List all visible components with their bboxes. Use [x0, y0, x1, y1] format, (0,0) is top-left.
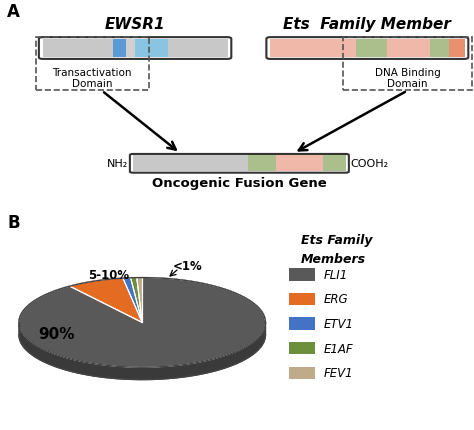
Text: FEV1: FEV1 — [323, 366, 353, 379]
Text: Members: Members — [301, 252, 366, 265]
Bar — [289, 318, 315, 330]
Text: E1AF: E1AF — [323, 342, 353, 355]
Text: NH₂: NH₂ — [107, 159, 128, 169]
Bar — [126, 40, 135, 58]
Text: 90%: 90% — [38, 326, 75, 341]
Bar — [289, 269, 315, 281]
Polygon shape — [123, 278, 142, 322]
Polygon shape — [137, 278, 142, 322]
Bar — [133, 156, 248, 172]
Bar — [276, 156, 322, 172]
Polygon shape — [19, 278, 265, 367]
Bar — [113, 40, 126, 58]
Bar — [387, 40, 429, 58]
Text: ERG: ERG — [323, 293, 348, 306]
Polygon shape — [70, 279, 142, 322]
Bar — [43, 40, 113, 58]
Text: Ets  Family Member: Ets Family Member — [283, 17, 451, 32]
Text: <1%: <1% — [173, 259, 202, 272]
Text: COOH₂: COOH₂ — [351, 159, 389, 169]
Text: Oncogenic Fusion Gene: Oncogenic Fusion Gene — [152, 177, 327, 190]
Bar — [289, 342, 315, 355]
Text: A: A — [7, 3, 20, 21]
Polygon shape — [19, 323, 265, 380]
Bar — [135, 40, 168, 58]
Text: ETV1: ETV1 — [323, 317, 353, 330]
Text: EWSR1: EWSR1 — [105, 17, 165, 32]
Bar — [168, 40, 228, 58]
Bar — [289, 367, 315, 379]
Bar — [429, 40, 449, 58]
Bar — [270, 40, 356, 58]
Text: Ets Family: Ets Family — [301, 233, 373, 246]
Text: Transactivation
Domain: Transactivation Domain — [53, 68, 132, 89]
Text: 5-10%: 5-10% — [89, 268, 129, 281]
Bar — [289, 293, 315, 305]
Bar — [356, 40, 387, 58]
Bar — [322, 156, 346, 172]
Text: DNA Binding
Domain: DNA Binding Domain — [374, 68, 440, 89]
Polygon shape — [131, 278, 142, 322]
Text: FLI1: FLI1 — [323, 268, 347, 281]
Bar — [248, 156, 276, 172]
Bar — [449, 40, 465, 58]
Text: B: B — [7, 213, 20, 231]
